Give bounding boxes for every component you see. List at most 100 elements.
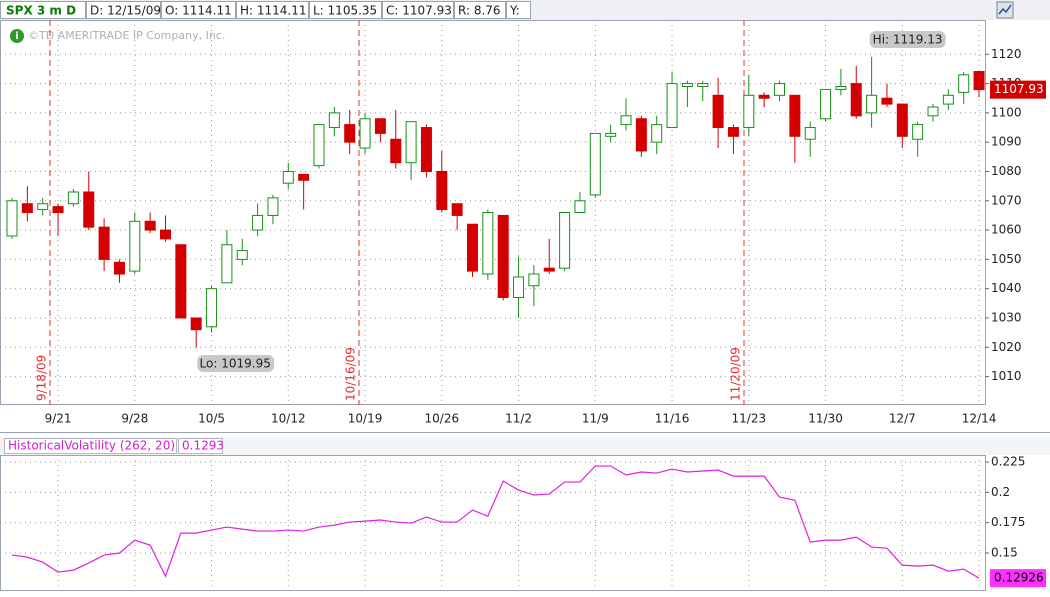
candle-body — [236, 250, 248, 260]
price-panel — [0, 20, 986, 405]
header-field: H: 1114.11 — [240, 4, 307, 18]
candle-body — [129, 220, 141, 272]
candle-body — [835, 86, 847, 90]
candle-body — [313, 124, 325, 167]
candle-body — [113, 261, 125, 275]
candle-body — [727, 127, 739, 137]
last-price: 1107.93 — [994, 82, 1044, 96]
x-tick-label: 11/9 — [582, 412, 609, 426]
candle-body — [190, 317, 202, 331]
y-tick-label: 1050 — [991, 252, 1022, 266]
candle-body — [21, 203, 33, 214]
candle-body — [467, 223, 478, 272]
candle-body — [896, 103, 908, 137]
candle-body — [927, 106, 939, 117]
x-tick-label: 10/12 — [271, 412, 306, 426]
candle-body — [559, 212, 571, 269]
y-tick-label: 0.175 — [991, 515, 1025, 529]
candle-body — [666, 83, 678, 129]
y-tick-label: 1100 — [991, 105, 1022, 119]
info-icon[interactable] — [10, 29, 24, 43]
candle-body — [6, 200, 18, 237]
candle-body — [405, 121, 417, 164]
candle-body — [83, 191, 95, 228]
y-tick-label: 0.15 — [991, 546, 1018, 560]
candle-body — [67, 191, 79, 205]
x-tick-label: 10/5 — [198, 412, 225, 426]
candle-body — [774, 83, 785, 96]
candle-body — [344, 124, 356, 143]
header-field: O: 1114.11 — [165, 4, 232, 18]
header-box — [161, 1, 236, 19]
candle-body — [52, 206, 64, 213]
candle-body — [697, 83, 709, 88]
volatility-line — [11, 465, 980, 579]
candle-body — [221, 244, 233, 284]
y-tick-label: 1070 — [991, 193, 1022, 207]
candle-body — [635, 118, 647, 152]
candle-body — [267, 197, 279, 216]
candle-body — [436, 170, 448, 211]
high-label-box — [869, 31, 946, 48]
header-box — [382, 1, 454, 19]
candle-body — [298, 173, 310, 181]
candle-body — [712, 94, 724, 129]
header-field: L: 1105.35 — [313, 4, 377, 18]
y-tick-label: 1060 — [991, 223, 1022, 237]
candle-body — [758, 94, 770, 99]
x-tick-label: 11/30 — [808, 412, 843, 426]
y-tick-label: 1080 — [991, 164, 1022, 178]
header-box — [236, 1, 309, 19]
last-value: 0.12926 — [994, 571, 1044, 585]
candle-body — [98, 226, 110, 260]
event-label: 9/18/09 — [35, 355, 49, 401]
study-value: 0.1293 — [182, 439, 224, 453]
last-price-box — [990, 80, 1046, 99]
x-tick-label: 11/23 — [732, 412, 767, 426]
y-tick-label: 1010 — [991, 369, 1022, 383]
candle-body — [420, 127, 432, 172]
x-tick-label: 11/16 — [655, 412, 690, 426]
low-label-box — [197, 355, 275, 372]
header-field: D: 12/15/09 — [90, 4, 161, 18]
candle-body — [850, 83, 862, 117]
candle-body — [497, 214, 509, 298]
info-icon-glyph: i — [15, 31, 18, 42]
y-tick-label: 1120 — [991, 47, 1022, 61]
candle-body — [359, 118, 371, 149]
event-label: 10/16/09 — [344, 347, 358, 401]
candle-body — [282, 170, 294, 184]
symbol: SPX 3 m D — [6, 4, 76, 18]
candle-body — [451, 203, 463, 216]
high-label: Hi: 1119.13 — [873, 33, 943, 47]
header-field: Y: — [509, 4, 520, 18]
candle-body — [789, 94, 801, 137]
candle-body — [681, 83, 693, 88]
event-label: 11/20/09 — [729, 347, 743, 401]
candle-body — [605, 132, 617, 137]
candle-body — [482, 212, 494, 275]
x-tick-label: 10/26 — [425, 412, 460, 426]
candle-body — [328, 112, 340, 129]
watermark: ©TD AMERITRADE IP Company, Inc. — [28, 29, 225, 42]
candle-body — [513, 276, 525, 298]
candle-body — [942, 94, 954, 105]
candle-body — [881, 97, 893, 105]
candle-body — [958, 74, 970, 93]
x-tick-label: 9/28 — [121, 412, 148, 426]
candle-body — [651, 124, 663, 143]
candle-body — [743, 94, 755, 129]
candle-body — [866, 94, 878, 114]
candle-body — [206, 288, 218, 328]
header-box — [0, 1, 86, 19]
candle-body — [543, 267, 555, 272]
low-label: Lo: 1019.95 — [200, 357, 271, 371]
candle-body — [620, 115, 632, 126]
candle-body — [390, 138, 402, 164]
candle-body — [820, 88, 832, 120]
header-box — [309, 1, 382, 19]
candle-body — [175, 244, 187, 319]
last-value-box — [990, 569, 1046, 588]
candle-body — [589, 132, 601, 196]
